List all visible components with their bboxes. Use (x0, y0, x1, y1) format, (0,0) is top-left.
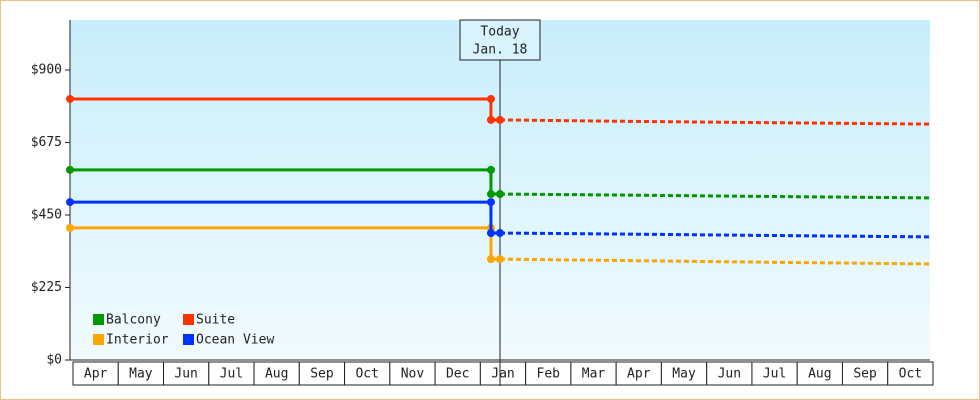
legend-swatch (93, 314, 104, 325)
point (66, 165, 74, 174)
legend-label: Suite (196, 313, 235, 328)
today-box (459, 19, 541, 61)
point (486, 229, 495, 238)
point (496, 229, 504, 238)
legend-label: Ocean View (196, 333, 274, 348)
point (486, 198, 495, 207)
x-tick-label: Apr (627, 367, 651, 382)
x-tick-label: May (672, 367, 696, 382)
legend-swatch (183, 334, 194, 345)
x-tick-label: Feb (537, 367, 561, 382)
y-tick-label: $225 (31, 280, 62, 295)
forecast-line (499, 231, 931, 239)
point (66, 223, 74, 232)
point (486, 255, 495, 264)
x-tick-label: May (129, 367, 153, 382)
x-tick-label: Aug (265, 367, 288, 382)
forecast-line (499, 118, 931, 126)
x-tick-cell (887, 361, 934, 386)
point (66, 94, 74, 103)
x-tick-label: Aug (808, 367, 831, 382)
x-tick-label: Dec (446, 367, 469, 382)
x-tick-label: Sep (853, 367, 877, 382)
point (486, 94, 495, 103)
point (486, 115, 495, 124)
y-tick-label: $900 (31, 62, 62, 77)
x-tick-label: Jun (174, 367, 197, 382)
y-tick-label: $675 (31, 135, 62, 150)
series-line (70, 97, 500, 122)
point (486, 190, 495, 199)
series-line (70, 200, 500, 235)
x-tick-label: Sep (310, 367, 334, 382)
legend-swatch (183, 314, 194, 325)
forecast-line (499, 192, 931, 200)
x-tick-label: Nov (401, 367, 425, 382)
series-line (70, 168, 500, 196)
forecast-line (499, 257, 931, 266)
x-tick-label: Oct (899, 367, 922, 382)
point (486, 165, 495, 174)
series-line (70, 226, 500, 261)
y-tick-label: $0 (46, 353, 62, 368)
point (496, 190, 504, 199)
x-tick-label: Jan (491, 367, 514, 382)
x-tick-label: Jul (220, 367, 243, 382)
point (496, 255, 504, 264)
y-tick-label: $450 (31, 207, 62, 222)
x-tick-label: Mar (582, 367, 606, 382)
x-tick-label: Oct (355, 367, 378, 382)
point (496, 115, 504, 124)
x-tick-label: Jun (718, 367, 741, 382)
legend-label: Interior (106, 333, 169, 348)
today-label: Jan. 18 (473, 43, 528, 58)
point (66, 198, 74, 207)
x-tick-label: Apr (84, 367, 108, 382)
legend-swatch (93, 334, 104, 345)
legend-label: Balcony (106, 313, 161, 328)
today-label: Today (480, 25, 519, 40)
x-tick-label: Jul (763, 367, 786, 382)
